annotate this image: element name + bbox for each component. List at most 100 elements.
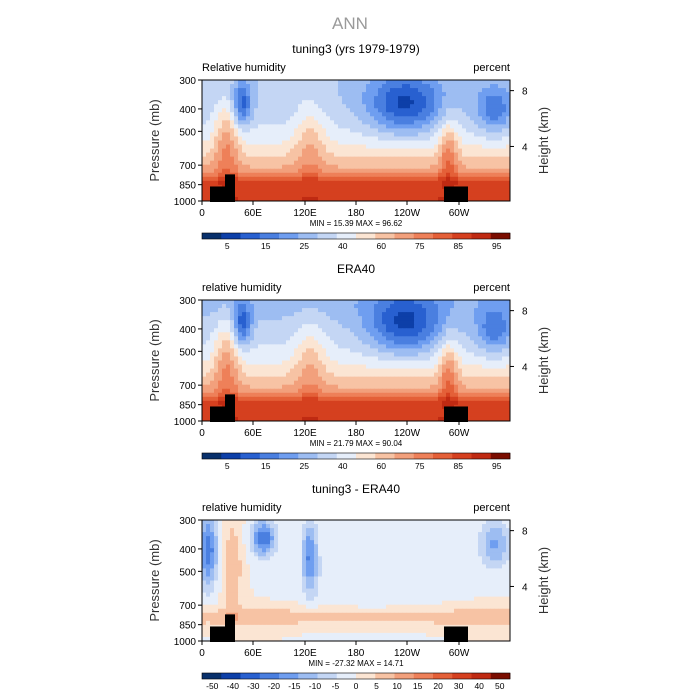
contour-cell xyxy=(202,192,207,198)
contour-cell xyxy=(422,172,427,178)
contour-cell xyxy=(258,388,263,394)
contour-cell xyxy=(402,168,407,174)
contour-cell xyxy=(478,80,483,85)
contour-cell xyxy=(466,168,471,174)
contour-cell xyxy=(378,408,383,414)
contour-cell xyxy=(366,520,371,525)
contour-cell xyxy=(250,316,255,321)
contour-cell xyxy=(338,88,343,93)
contour-cell xyxy=(434,144,439,149)
contour-cell xyxy=(310,116,315,121)
contour-cell xyxy=(362,136,367,141)
contour-cell xyxy=(342,140,347,145)
contour-cell xyxy=(422,164,427,170)
contour-cell xyxy=(370,332,375,337)
contour-cell xyxy=(214,336,219,341)
contour-cell xyxy=(250,524,255,529)
contour-cell xyxy=(334,320,339,325)
contour-cell xyxy=(354,176,359,182)
contour-cell xyxy=(266,524,271,529)
contour-cell xyxy=(222,328,227,333)
contour-cell xyxy=(366,336,371,341)
contour-cell xyxy=(258,180,263,186)
contour-cell xyxy=(294,360,299,365)
contour-cell xyxy=(382,340,387,345)
colorbar-swatch xyxy=(202,233,222,239)
contour-cell xyxy=(290,168,295,174)
contour-cell xyxy=(462,160,467,166)
contour-cell xyxy=(418,104,423,109)
contour-cell xyxy=(410,168,415,174)
contour-cell xyxy=(254,120,259,125)
figure-title: ANN xyxy=(332,14,368,33)
contour-cell xyxy=(338,160,343,166)
contour-cell xyxy=(318,372,323,378)
contour-cell xyxy=(222,160,227,166)
contour-cell xyxy=(238,368,243,373)
contour-cell xyxy=(422,80,427,85)
contour-cell xyxy=(482,96,487,101)
contour-cell xyxy=(298,528,303,533)
contour-cell xyxy=(258,328,263,333)
contour-cell xyxy=(206,372,211,378)
contour-cell xyxy=(354,396,359,402)
contour-cell xyxy=(462,132,467,137)
contour-cell xyxy=(230,92,235,97)
contour-cell xyxy=(438,144,443,149)
contour-cell xyxy=(214,364,219,369)
contour-cell xyxy=(490,124,495,129)
contour-cell xyxy=(218,360,223,365)
contour-cell xyxy=(214,388,219,394)
contour-cell xyxy=(346,360,351,365)
contour-cell xyxy=(382,188,387,194)
contour-cell xyxy=(506,348,511,353)
contour-cell xyxy=(402,184,407,190)
contour-cell xyxy=(322,316,327,321)
contour-cell xyxy=(446,156,451,162)
contour-cell xyxy=(478,148,483,153)
contour-cell xyxy=(410,324,415,329)
contour-cell xyxy=(454,304,459,309)
contour-cell xyxy=(406,400,411,406)
contour-cell xyxy=(266,336,271,341)
contour-cell xyxy=(470,184,475,190)
contour-cell xyxy=(426,404,431,410)
contour-cell xyxy=(314,384,319,390)
contour-cell xyxy=(474,396,479,402)
contour-cell xyxy=(286,112,291,117)
contour-cell xyxy=(202,108,207,113)
contour-cell xyxy=(430,172,435,178)
contour-cell xyxy=(362,92,367,97)
contour-cell xyxy=(490,136,495,141)
contour-cell xyxy=(406,144,411,149)
contour-cell xyxy=(366,408,371,414)
contour-cell xyxy=(314,100,319,105)
contour-cell xyxy=(366,128,371,133)
contour-cell xyxy=(398,408,403,414)
contour-cell xyxy=(438,316,443,321)
y-tick-label: 1000 xyxy=(174,417,197,428)
contour-cell xyxy=(490,312,495,317)
contour-cell xyxy=(438,104,443,109)
contour-cell xyxy=(502,348,507,353)
contour-cell xyxy=(302,120,307,125)
contour-cell xyxy=(482,412,487,418)
contour-cell xyxy=(378,100,383,105)
contour-cell xyxy=(430,120,435,125)
contour-cell xyxy=(238,320,243,325)
contour-cell xyxy=(318,404,323,410)
contour-cell xyxy=(486,372,491,378)
contour-cell xyxy=(386,308,391,313)
contour-cell xyxy=(326,360,331,365)
contour-cell xyxy=(298,320,303,325)
contour-cell xyxy=(222,344,227,349)
contour-cell xyxy=(394,412,399,418)
contour-cell xyxy=(202,332,207,337)
contour-cell xyxy=(406,112,411,117)
contour-cell xyxy=(390,392,395,398)
contour-cell xyxy=(210,324,215,329)
contour-cell xyxy=(290,172,295,178)
contour-cell xyxy=(330,340,335,345)
contour-cell xyxy=(486,340,491,345)
contour-cell xyxy=(278,168,283,174)
